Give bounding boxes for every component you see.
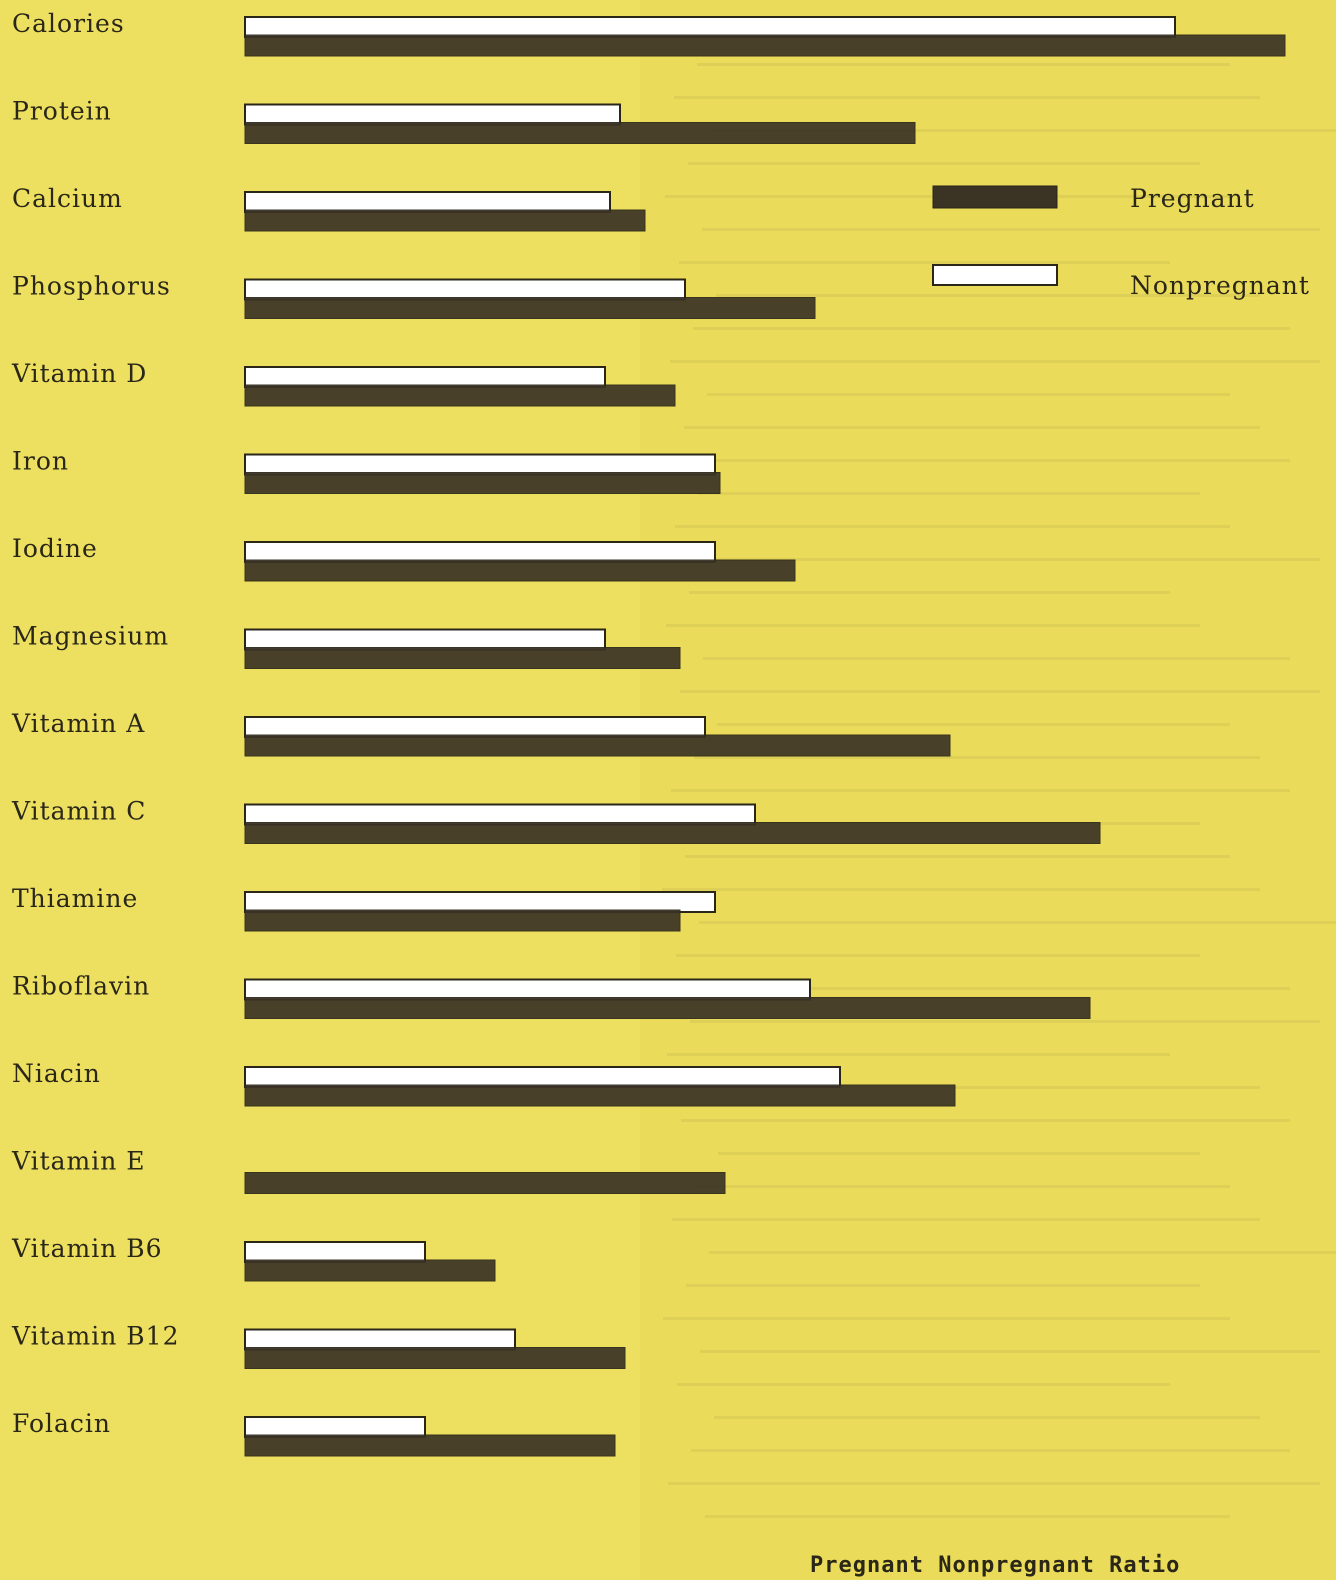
- bleed-line: [707, 393, 1230, 396]
- bleed-line: [698, 492, 1200, 495]
- bar-nonpregnant-calories: [244, 16, 1176, 38]
- bleed-line: [680, 690, 1320, 693]
- bar-pregnant-calcium: [244, 209, 646, 232]
- bleed-line: [716, 294, 1260, 297]
- bleed-line: [676, 954, 1200, 957]
- bar-nonpregnant-folacin: [244, 1416, 426, 1438]
- bar-nonpregnant-thiamine: [244, 891, 716, 913]
- category-label-thiamine: Thiamine: [12, 884, 138, 913]
- bleed-line: [675, 525, 1230, 528]
- legend-swatch-nonpregnant: [932, 264, 1058, 286]
- bar-nonpregnant-protein: [244, 103, 621, 126]
- bleed-line: [667, 1053, 1170, 1056]
- bleed-line: [712, 558, 1320, 561]
- bleed-line: [661, 459, 1290, 462]
- bar-pregnant-vitamin-e: [244, 1172, 726, 1194]
- bleed-line: [690, 1020, 1320, 1023]
- category-label-calcium: Calcium: [12, 184, 123, 213]
- bleed-line: [693, 327, 1290, 330]
- category-label-folacin: Folacin: [12, 1409, 111, 1438]
- bar-pregnant-iodine: [244, 559, 796, 582]
- bar-pregnant-vitamin-c: [244, 822, 1101, 844]
- bar-pregnant-phosphorus: [244, 297, 816, 319]
- category-label-iron: Iron: [12, 447, 69, 476]
- bar-pregnant-vitamin-a: [244, 734, 951, 757]
- bleed-line: [671, 789, 1290, 792]
- bar-nonpregnant-calcium: [244, 191, 611, 213]
- bar-nonpregnant-vitamin-b6: [244, 1241, 426, 1263]
- bleed-line: [713, 987, 1290, 990]
- bleed-line: [691, 1449, 1290, 1452]
- bar-pregnant-vitamin-b12: [244, 1347, 626, 1369]
- bar-nonpregnant-vitamin-a: [244, 716, 706, 738]
- bar-nonpregnant-vitamin-b12: [244, 1328, 516, 1351]
- category-label-iodine: Iodine: [12, 534, 98, 563]
- bar-pregnant-magnesium: [244, 647, 681, 669]
- bleed-line: [700, 1350, 1320, 1353]
- bleed-line: [681, 1119, 1290, 1122]
- bleed-line: [685, 855, 1230, 858]
- category-label-vitamin-c: Vitamin C: [11, 797, 146, 826]
- bar-nonpregnant-vitamin-d: [244, 366, 606, 388]
- category-label-vitamin-e: Vitamin E: [11, 1147, 146, 1176]
- bar-pregnant-calories: [244, 34, 1286, 57]
- legend-label-nonpregnant: Nonpregnant: [1130, 271, 1310, 300]
- category-label-vitamin-d: Vitamin D: [11, 359, 147, 388]
- bar-pregnant-folacin: [244, 1434, 616, 1457]
- bleed-line: [705, 1515, 1230, 1518]
- bleed-line: [677, 1383, 1170, 1386]
- bar-nonpregnant-phosphorus: [244, 278, 686, 301]
- category-label-calories: Calories: [12, 9, 125, 38]
- category-label-vitamin-a: Vitamin A: [11, 709, 145, 738]
- bar-pregnant-protein: [244, 122, 916, 144]
- category-label-vitamin-b6: Vitamin B6: [11, 1234, 163, 1263]
- bleed-line: [662, 888, 1260, 891]
- bleed-line: [686, 1284, 1200, 1287]
- category-label-protein: Protein: [12, 97, 112, 126]
- bleed-line: [699, 921, 1336, 924]
- bleed-line: [718, 1152, 1200, 1155]
- bleed-line: [668, 1482, 1320, 1485]
- bar-pregnant-vitamin-b6: [244, 1259, 496, 1282]
- legend-swatch-pregnant: [932, 185, 1058, 209]
- bleed-line: [694, 756, 1260, 759]
- bleed-line: [709, 1251, 1336, 1254]
- bar-pregnant-riboflavin: [244, 997, 1091, 1019]
- category-label-magnesium: Magnesium: [12, 622, 169, 651]
- category-label-riboflavin: Riboflavin: [12, 972, 150, 1001]
- bleed-line: [666, 624, 1200, 627]
- bleed-line: [703, 657, 1290, 660]
- bleed-line: [674, 96, 1260, 99]
- bleed-line: [702, 228, 1320, 231]
- bar-nonpregnant-magnesium: [244, 628, 606, 651]
- bleed-line: [697, 63, 1230, 66]
- bar-pregnant-iron: [244, 472, 721, 494]
- bleed-line: [717, 723, 1230, 726]
- bar-pregnant-thiamine: [244, 909, 681, 932]
- bleed-line: [695, 1185, 1230, 1188]
- bleed-line: [688, 162, 1200, 165]
- bar-nonpregnant-iodine: [244, 541, 716, 563]
- footer-text: Pregnant Nonpregnant Ratio: [810, 1553, 1181, 1578]
- bleed-line: [679, 261, 1170, 264]
- bleed-line: [711, 129, 1336, 132]
- category-label-niacin: Niacin: [12, 1059, 101, 1088]
- bleed-line: [689, 591, 1170, 594]
- bar-nonpregnant-iron: [244, 453, 716, 476]
- bar-nonpregnant-vitamin-c: [244, 803, 756, 826]
- bleed-line: [704, 1086, 1260, 1089]
- legend-label-pregnant: Pregnant: [1130, 184, 1255, 213]
- bar-pregnant-niacin: [244, 1084, 956, 1107]
- bleed-line: [663, 1317, 1230, 1320]
- bleed-line: [670, 360, 1320, 363]
- bar-pregnant-vitamin-d: [244, 384, 676, 407]
- bar-nonpregnant-niacin: [244, 1066, 841, 1088]
- bleed-line: [672, 1218, 1260, 1221]
- bleed-line: [684, 426, 1260, 429]
- bar-nonpregnant-riboflavin: [244, 978, 811, 1001]
- category-label-phosphorus: Phosphorus: [12, 272, 171, 301]
- category-label-vitamin-b12: Vitamin B12: [11, 1322, 180, 1351]
- bleed-line: [714, 1416, 1260, 1419]
